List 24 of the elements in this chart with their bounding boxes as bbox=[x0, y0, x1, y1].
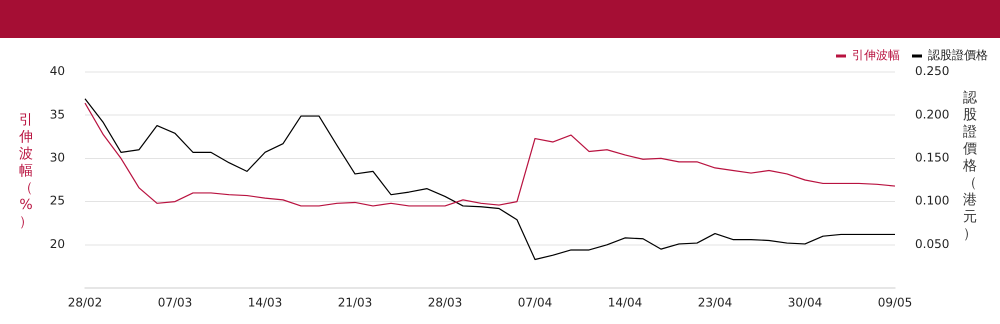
x-tick-label: 09/05 bbox=[878, 295, 912, 310]
y2-tick-label: 0.050 bbox=[915, 236, 950, 251]
y2-tick-label: 0.200 bbox=[915, 107, 950, 122]
y2-tick-label: 0.150 bbox=[915, 150, 950, 165]
x-tick-label: 28/03 bbox=[428, 295, 462, 310]
y-tick-label: 35 bbox=[50, 107, 65, 122]
x-tick-label: 07/04 bbox=[518, 295, 552, 310]
y2-tick-label: 0.250 bbox=[915, 64, 950, 78]
y-tick-label: 30 bbox=[50, 150, 65, 165]
y-tick-label: 25 bbox=[50, 194, 65, 208]
text: 認股證價格（港元） bbox=[963, 90, 977, 242]
y-tick-label: 40 bbox=[50, 64, 65, 78]
legend-label: 認股證價格 bbox=[928, 48, 988, 62]
legend-label: 引伸波幅 bbox=[852, 48, 900, 62]
x-tick-label: 21/03 bbox=[338, 295, 372, 310]
x-tick-label: 28/02 bbox=[68, 295, 102, 310]
x-tick-label: 14/04 bbox=[608, 295, 642, 310]
y-tick-label: 20 bbox=[50, 236, 65, 251]
y-axis-title: 引伸波幅（%） bbox=[18, 112, 34, 231]
x-tick-label: 30/04 bbox=[788, 295, 822, 310]
x-tick-label: 23/04 bbox=[698, 295, 732, 310]
y2-tick-label: 0.100 bbox=[915, 194, 950, 208]
x-tick-label: 07/03 bbox=[158, 295, 192, 310]
x-tick-label: 14/03 bbox=[248, 295, 282, 310]
